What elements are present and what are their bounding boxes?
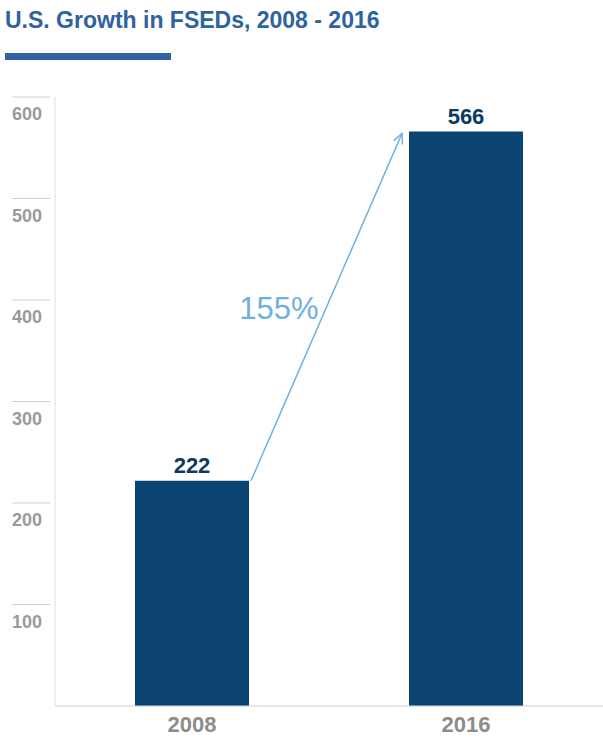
svg-text:100: 100 — [12, 612, 42, 632]
svg-text:2016: 2016 — [442, 712, 491, 737]
svg-text:500: 500 — [12, 206, 42, 226]
svg-text:155%: 155% — [239, 291, 318, 326]
svg-text:600: 600 — [12, 104, 42, 124]
html-text:U.S. Growth in FSEDs, 2008 - 2: U.S. Growth in FSEDs, 2008 - 2016 — [5, 7, 380, 33]
svg-text:222: 222 — [174, 453, 211, 478]
svg-text:400: 400 — [12, 307, 42, 327]
svg-text:2008: 2008 — [168, 712, 217, 737]
svg-text:300: 300 — [12, 409, 42, 429]
svg-text:200: 200 — [12, 510, 42, 530]
svg-text:566: 566 — [448, 104, 485, 129]
